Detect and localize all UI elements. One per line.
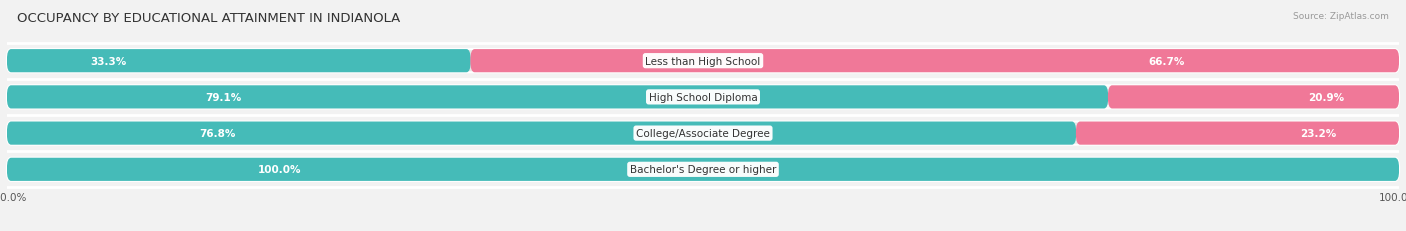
FancyBboxPatch shape <box>7 158 1399 181</box>
FancyBboxPatch shape <box>7 86 1399 109</box>
FancyBboxPatch shape <box>7 50 1399 73</box>
FancyBboxPatch shape <box>1076 122 1399 145</box>
Text: Source: ZipAtlas.com: Source: ZipAtlas.com <box>1294 12 1389 21</box>
Text: Less than High School: Less than High School <box>645 56 761 66</box>
Text: College/Associate Degree: College/Associate Degree <box>636 128 770 139</box>
FancyBboxPatch shape <box>471 50 1399 73</box>
FancyBboxPatch shape <box>7 86 1108 109</box>
Text: High School Diploma: High School Diploma <box>648 92 758 103</box>
Text: 20.9%: 20.9% <box>1308 92 1344 103</box>
Text: OCCUPANCY BY EDUCATIONAL ATTAINMENT IN INDIANOLA: OCCUPANCY BY EDUCATIONAL ATTAINMENT IN I… <box>17 12 401 24</box>
Text: 100.0%: 100.0% <box>257 165 301 175</box>
Text: 79.1%: 79.1% <box>205 92 242 103</box>
FancyBboxPatch shape <box>1108 86 1399 109</box>
Text: 66.7%: 66.7% <box>1149 56 1185 66</box>
FancyBboxPatch shape <box>7 50 471 73</box>
Text: 76.8%: 76.8% <box>200 128 236 139</box>
Text: 23.2%: 23.2% <box>1301 128 1336 139</box>
Text: 33.3%: 33.3% <box>90 56 127 66</box>
FancyBboxPatch shape <box>7 158 1399 181</box>
Text: Bachelor's Degree or higher: Bachelor's Degree or higher <box>630 165 776 175</box>
FancyBboxPatch shape <box>7 122 1076 145</box>
FancyBboxPatch shape <box>7 122 1399 145</box>
